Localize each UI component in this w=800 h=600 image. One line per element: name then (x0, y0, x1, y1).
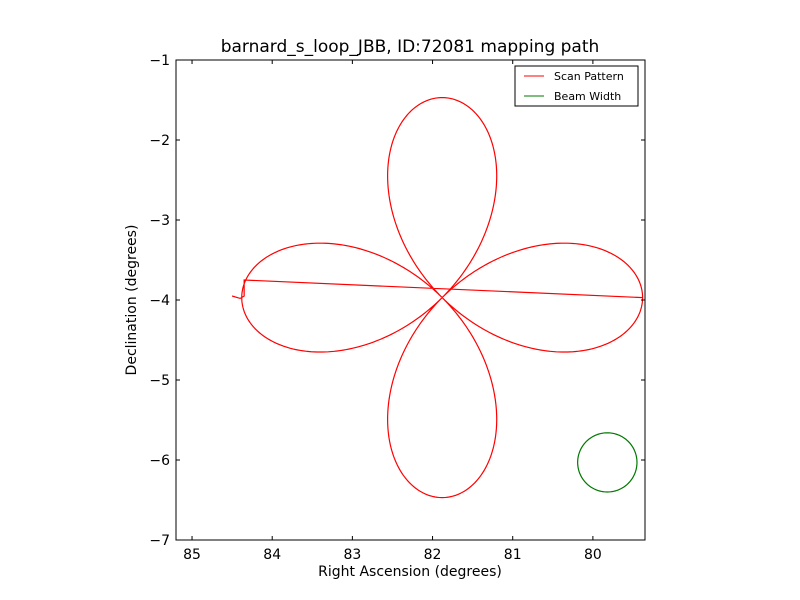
x-axis-label: Right Ascension (degrees) (318, 564, 502, 580)
legend-label-scan-pattern: Scan Pattern (554, 70, 624, 83)
scan-pattern-line (231, 96, 644, 499)
y-tick-label: −1 (149, 53, 170, 69)
x-tick-label: 81 (504, 547, 522, 563)
plot-area (176, 60, 645, 540)
beam-width-circle (577, 432, 638, 493)
legend-box (514, 65, 639, 107)
y-axis-ticks: −1 −2 −3 −4 −5 −6 −7 (149, 53, 645, 549)
legend: Scan Pattern Beam Width (514, 65, 639, 107)
legend-label-beam-width: Beam Width (554, 90, 621, 103)
x-tick-label: 82 (424, 547, 442, 563)
y-tick-label: −6 (149, 453, 170, 469)
series-layer (231, 96, 644, 499)
y-tick-label: −4 (149, 293, 170, 309)
chart-title: barnard_s_loop_JBB, ID:72081 mapping pat… (221, 37, 600, 57)
y-tick-label: −2 (149, 133, 170, 149)
x-tick-label: 85 (183, 547, 201, 563)
y-tick-label: −5 (149, 373, 170, 389)
x-axis-ticks: 85 84 83 82 81 80 (183, 60, 602, 563)
y-tick-label: −7 (149, 533, 170, 549)
y-axis-label: Declination (degrees) (124, 225, 140, 376)
x-tick-label: 84 (263, 547, 281, 563)
x-tick-label: 80 (584, 547, 602, 563)
x-tick-label: 83 (343, 547, 361, 563)
y-tick-label: −3 (149, 213, 170, 229)
